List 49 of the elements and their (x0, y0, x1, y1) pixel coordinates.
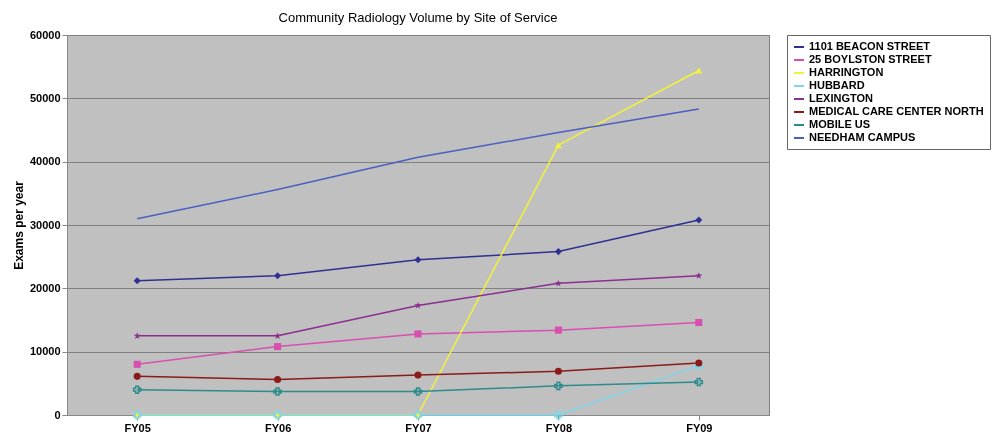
point (273, 387, 282, 396)
point (554, 381, 563, 391)
x-tick-label: FY06 (264, 421, 292, 434)
chart-title: Community Radiology Volume by Site of Service (278, 10, 558, 25)
y-tick-label: 60000 (29, 28, 61, 41)
point (554, 367, 562, 375)
legend-label: HUBBARD (809, 79, 865, 91)
point (554, 279, 562, 287)
point (694, 377, 704, 387)
point (274, 376, 282, 384)
y-tick-label: 20000 (29, 281, 61, 294)
legend-label: MEDICAL CARE CENTER NORTH (809, 105, 984, 117)
legend-label: LEXINGTON (809, 92, 874, 104)
legend-label: MOBILE US (809, 118, 871, 130)
line-series (136, 108, 700, 220)
point (414, 371, 422, 379)
y-tick-label: 30000 (29, 218, 61, 231)
x-tick-label: FY09 (686, 421, 713, 434)
point (695, 319, 703, 327)
point (414, 330, 422, 338)
legend-label: NEEDHAM CAMPUS (809, 131, 916, 143)
y-tick-label: 50000 (29, 91, 61, 104)
point (133, 372, 141, 380)
point (414, 301, 422, 309)
point (274, 272, 282, 280)
point (133, 360, 141, 368)
point (133, 332, 141, 340)
legend-label: 25 BOYLSTON STREET (809, 53, 932, 65)
legend-label: 1101 BEACON STREET (809, 40, 931, 52)
point (695, 272, 703, 279)
x-tick-label: FY08 (545, 421, 573, 434)
x-tick-label: FY05 (124, 421, 151, 434)
x-tick-label: FY07 (405, 421, 432, 434)
y-tick-label: 10000 (29, 345, 61, 358)
y-axis-title: Exams per year (11, 180, 26, 270)
point (554, 326, 562, 334)
y-tick-label: 0 (54, 408, 61, 421)
point (695, 216, 703, 224)
point (554, 410, 563, 420)
point (413, 387, 423, 396)
point (132, 385, 142, 394)
point (414, 256, 422, 264)
legend-label: HARRINGTON (809, 66, 884, 78)
y-tick-label: 40000 (29, 155, 61, 168)
point (274, 343, 282, 351)
point (554, 248, 562, 256)
point (133, 277, 141, 285)
point (695, 67, 703, 74)
point (554, 142, 562, 149)
